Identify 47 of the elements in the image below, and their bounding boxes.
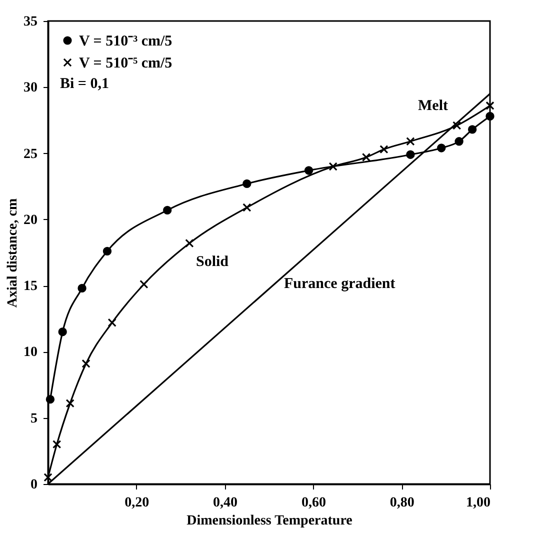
point <box>66 398 74 408</box>
y-tick-label: 35 <box>24 14 38 30</box>
y-tick-label: 20 <box>24 212 38 228</box>
point <box>468 125 477 134</box>
point <box>406 150 415 159</box>
x-tick-label: 0,60 <box>301 496 326 510</box>
x-axis-title: Dimensionless Temperature <box>186 514 352 528</box>
point <box>486 101 494 110</box>
point <box>242 203 252 212</box>
point <box>362 152 371 162</box>
point <box>52 440 62 449</box>
x-tick-label: 0,40 <box>213 496 238 510</box>
point <box>44 473 52 482</box>
point <box>304 166 314 175</box>
point <box>242 179 252 188</box>
x-tick-label: 1,00 <box>466 496 490 510</box>
annotation: Bi = 0,1 <box>60 76 109 92</box>
legend-label: V = 510⁻³ cm/5 <box>79 34 172 50</box>
x-tick-label: 0,20 <box>124 496 150 510</box>
y-axis-title: Axial distance, cm <box>6 198 20 308</box>
point <box>380 144 388 154</box>
annotation: Furance gradient <box>284 276 396 292</box>
point <box>185 238 194 248</box>
point <box>58 328 67 336</box>
point <box>46 395 55 404</box>
point <box>452 121 462 130</box>
y-tick-label: 5 <box>30 411 38 426</box>
legend-label: V = 510⁻⁵ cm/5 <box>79 56 172 72</box>
y-tick-label: 10 <box>24 345 38 360</box>
point <box>140 280 148 289</box>
point <box>163 206 172 214</box>
point <box>437 144 446 152</box>
annotation: Melt <box>418 98 448 114</box>
y-tick-label: 25 <box>24 146 38 162</box>
point <box>454 137 464 146</box>
x-tick-label: 0,80 <box>390 496 414 510</box>
point <box>82 359 90 368</box>
annotation: Solid <box>196 254 230 270</box>
y-tick-label: 0 <box>30 478 38 492</box>
y-tick-label: 30 <box>24 80 38 96</box>
point <box>102 246 112 256</box>
point <box>108 318 116 327</box>
point <box>78 284 86 293</box>
point <box>486 112 494 121</box>
point <box>406 137 415 146</box>
point <box>328 162 338 171</box>
y-tick-label: 15 <box>24 279 38 294</box>
